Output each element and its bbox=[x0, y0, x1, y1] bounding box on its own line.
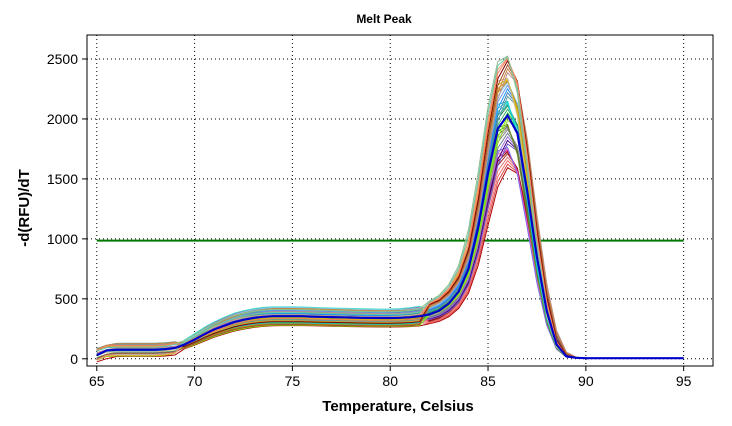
y-tick-label-2: 1000 bbox=[47, 231, 78, 247]
x-axis-title: Temperature, Celsius bbox=[322, 398, 473, 415]
y-tick-label-0: 0 bbox=[70, 351, 78, 367]
x-tick-label-1: 70 bbox=[187, 373, 203, 389]
highlighted-series-line bbox=[96, 113, 684, 360]
y-tick-label-5: 2500 bbox=[47, 51, 78, 67]
y-tick-label-1: 500 bbox=[55, 291, 79, 307]
chart-title: Melt Peak bbox=[356, 12, 412, 26]
y-tick-label-4: 2000 bbox=[47, 111, 78, 127]
y-axis-title: -d(RFU)/dT bbox=[16, 169, 33, 246]
x-tick-label-3: 80 bbox=[382, 373, 398, 389]
x-tick-label-5: 90 bbox=[578, 373, 594, 389]
plot-frame bbox=[86, 34, 714, 367]
x-tick-label-6: 95 bbox=[676, 373, 692, 389]
y-tick-label-3: 1500 bbox=[47, 171, 78, 187]
x-tick-label-0: 65 bbox=[89, 373, 105, 389]
x-tick-label-4: 85 bbox=[480, 373, 496, 389]
x-tick-label-2: 75 bbox=[285, 373, 301, 389]
